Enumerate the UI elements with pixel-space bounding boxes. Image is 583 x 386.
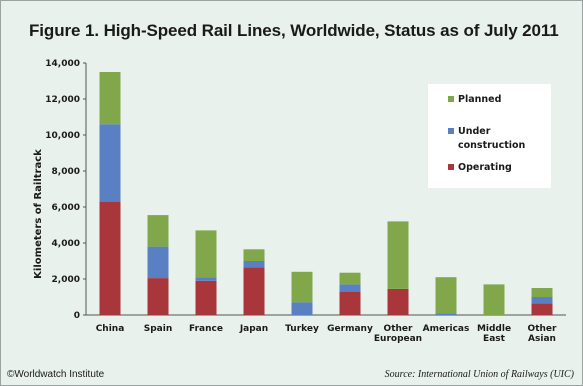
x-tick-label: Turkey <box>285 324 319 334</box>
legend-label-planned: Planned <box>458 94 502 105</box>
y-tick-label: 4,000 <box>52 239 80 249</box>
x-tick-label: Middle <box>477 324 511 334</box>
legend-label-construction: construction <box>458 140 526 151</box>
bar-segment-planned <box>195 230 217 278</box>
y-axis-label: Kilometers of Railtrack <box>33 149 44 279</box>
bar-segment-planned <box>147 215 169 247</box>
bar-segment-operating <box>387 288 409 315</box>
x-tick-label: Asian <box>528 334 556 344</box>
bar-segment-operating <box>99 201 121 315</box>
bar-segment-under-construction <box>435 313 457 315</box>
footer-source: Source: International Union of Railways … <box>384 369 574 380</box>
x-tick-label: Spain <box>144 324 173 334</box>
footer-credit: ©Worldwatch Institute <box>7 369 105 380</box>
bar-segment-planned <box>243 249 265 261</box>
x-tick-label: Japan <box>239 324 268 334</box>
y-tick-label: 10,000 <box>45 131 80 141</box>
bar-segment-planned <box>339 272 361 285</box>
chart-title: Figure 1. High-Speed Rail Lines, Worldwi… <box>29 21 559 40</box>
bar-segment-planned <box>483 284 505 315</box>
bar-segment-planned <box>291 271 313 303</box>
bar-segment-under-construction <box>243 261 265 268</box>
bar-segment-under-construction <box>339 284 361 292</box>
y-tick-label: 8,000 <box>52 167 80 177</box>
x-tick-label: East <box>483 334 506 344</box>
bar-segment-operating <box>243 267 265 315</box>
x-tick-label: Americas <box>423 324 470 334</box>
bar-segment-operating <box>147 278 169 315</box>
bar-segment-planned <box>435 277 457 314</box>
legend-swatch-planned <box>448 96 454 102</box>
axes: 0 2,000 4,000 6,000 8,000 10,000 12,000 14,000 <box>45 59 566 321</box>
bar-segment-under-construction <box>195 277 217 281</box>
x-tick-label: France <box>189 324 223 334</box>
x-tick-label: Other <box>384 324 413 334</box>
y-tick-label: 12,000 <box>45 95 80 105</box>
bar-segment-operating <box>531 303 553 315</box>
y-tick-label: 14,000 <box>45 59 80 69</box>
legend-swatch-under-construction <box>448 128 454 134</box>
x-tick-labels: China Spain France Japan Turkey Germany OtherE… <box>96 324 557 344</box>
legend-label-operating: Operating <box>458 162 512 173</box>
x-tick-label: Germany <box>327 324 373 334</box>
y-tick-label: 2,000 <box>52 275 80 285</box>
bar-segment-planned <box>99 72 121 125</box>
legend: Planned Under construction Operating <box>428 84 551 188</box>
y-tick-label: 0 <box>74 311 80 321</box>
legend-label-under: Under <box>458 126 491 137</box>
legend-swatch-operating <box>448 164 454 170</box>
bar-segment-planned <box>387 221 409 289</box>
bar-segment-under-construction <box>531 297 553 304</box>
bar-segment-under-construction <box>291 302 313 315</box>
bar-segment-planned <box>531 288 553 297</box>
bar-segment-operating <box>195 280 217 315</box>
bar-segment-under-construction <box>147 246 169 279</box>
x-tick-label: Other <box>528 324 557 334</box>
bars <box>99 72 553 315</box>
x-tick-label: European <box>374 334 422 344</box>
y-tick-label: 6,000 <box>52 203 80 213</box>
x-tick-label: China <box>96 324 125 334</box>
bar-segment-under-construction <box>99 124 121 202</box>
bar-segment-operating <box>339 291 361 315</box>
